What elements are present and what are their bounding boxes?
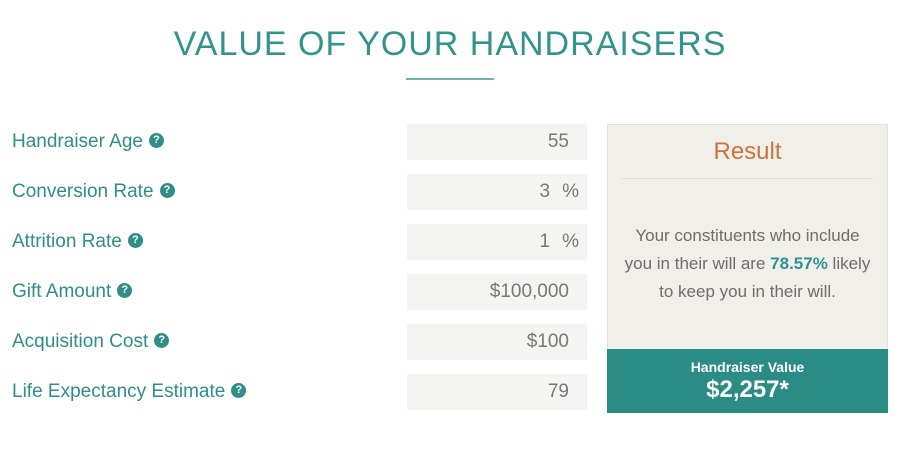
acquisition-cost-value: $100	[526, 331, 569, 352]
gift-amount-value: $100,000	[489, 281, 569, 302]
life-expectancy-label-text: Life Expectancy Estimate	[12, 381, 226, 402]
calculator-body: Handraiser Age ? 55 Conversion Rate ? 3 …	[12, 124, 888, 413]
form-row-gift-amount: Gift Amount ? $100,000	[12, 274, 587, 310]
form-row-conversion-rate: Conversion Rate ? 3 %	[12, 174, 587, 210]
help-icon[interactable]: ?	[127, 232, 143, 248]
gift-amount-label-text: Gift Amount	[12, 281, 112, 302]
gift-amount-input[interactable]: $100,000	[407, 274, 587, 310]
input-form: Handraiser Age ? 55 Conversion Rate ? 3 …	[12, 124, 587, 410]
form-row-attrition-rate: Attrition Rate ? 1 %	[12, 224, 587, 260]
handraiser-age-value: 55	[547, 131, 569, 152]
life-expectancy-label: Life Expectancy Estimate ?	[12, 381, 247, 403]
acquisition-cost-label: Acquisition Cost ?	[12, 331, 170, 353]
attrition-rate-label-text: Attrition Rate	[12, 231, 122, 252]
life-expectancy-value: 79	[547, 381, 569, 402]
result-panel: Result Your constituents who include you…	[607, 124, 888, 413]
form-row-handraiser-age: Handraiser Age ? 55	[12, 124, 587, 160]
form-row-acquisition-cost: Acquisition Cost ? $100	[12, 324, 587, 360]
result-message: Your constituents who include you in the…	[623, 222, 872, 306]
conversion-rate-value: 3	[539, 181, 551, 202]
attrition-rate-label: Attrition Rate ?	[12, 231, 143, 253]
conversion-rate-label-text: Conversion Rate	[12, 181, 154, 202]
conversion-rate-label: Conversion Rate ?	[12, 181, 175, 203]
result-divider	[622, 178, 873, 179]
page-title: VALUE OF YOUR HANDRAISERS	[173, 25, 727, 63]
handraiser-value-box: Handraiser Value $2,257*	[607, 349, 888, 413]
handraiser-calculator: VALUE OF YOUR HANDRAISERS Handraiser Age…	[0, 25, 900, 413]
conversion-rate-input[interactable]: 3 %	[407, 174, 587, 210]
gift-amount-label: Gift Amount ?	[12, 281, 133, 303]
handraiser-age-label: Handraiser Age ?	[12, 131, 164, 153]
result-body: Your constituents who include you in the…	[608, 179, 887, 349]
attrition-rate-input[interactable]: 1 %	[407, 224, 587, 260]
handraiser-value-label: Handraiser Value	[690, 358, 805, 375]
help-icon[interactable]: ?	[154, 332, 170, 348]
title-underline	[406, 78, 494, 80]
acquisition-cost-label-text: Acquisition Cost	[12, 331, 149, 352]
percent-suffix: %	[562, 231, 579, 252]
help-icon[interactable]: ?	[159, 182, 175, 198]
result-message-prefix: Your constituents who include you in the…	[624, 225, 860, 273]
life-expectancy-input[interactable]: 79	[407, 374, 587, 410]
form-row-life-expectancy: Life Expectancy Estimate ? 79	[12, 374, 587, 410]
handraiser-age-input[interactable]: 55	[407, 124, 587, 160]
result-heading: Result	[713, 138, 782, 165]
result-message-suffix: likely to keep you in their will.	[659, 253, 871, 302]
result-percentage: 78.57%	[770, 253, 828, 273]
handraiser-value-amount: $2,257*	[706, 375, 789, 403]
help-icon[interactable]: ?	[231, 382, 247, 398]
acquisition-cost-input[interactable]: $100	[407, 324, 587, 360]
percent-suffix: %	[562, 181, 579, 202]
help-icon[interactable]: ?	[148, 132, 164, 148]
help-icon[interactable]: ?	[117, 282, 133, 298]
attrition-rate-value: 1	[539, 231, 551, 252]
handraiser-age-label-text: Handraiser Age	[12, 131, 143, 152]
